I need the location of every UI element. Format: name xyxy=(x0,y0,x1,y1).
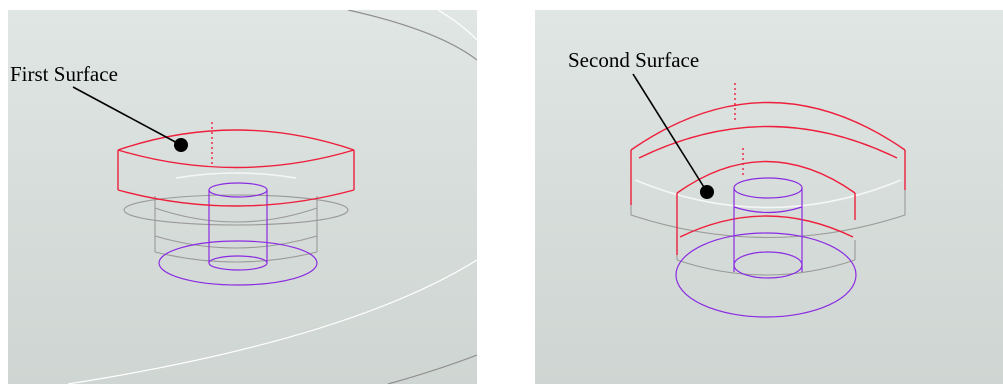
counterbore-body xyxy=(123,194,349,263)
hole-feature xyxy=(158,182,318,286)
first-surface-leader xyxy=(72,86,188,152)
background-edge-white xyxy=(437,10,477,41)
leader-line xyxy=(72,86,182,146)
leader-dot xyxy=(700,185,714,199)
background-edge-gray xyxy=(347,10,477,61)
body-top-ellipse xyxy=(123,194,349,226)
outer-silhouette-edge xyxy=(634,179,902,209)
body-lower-curve xyxy=(154,235,318,249)
counterbore-bottom-curve xyxy=(676,259,856,276)
second-surface-view: Second Surface xyxy=(535,10,1003,384)
surface-top-arc xyxy=(117,129,355,151)
inner-silhouette-edge xyxy=(175,172,297,179)
hole-base-outer-ellipse xyxy=(158,240,318,286)
second-surface-drawing xyxy=(630,73,906,318)
hole-mid-curve xyxy=(733,206,803,214)
first-surface-highlight xyxy=(117,122,355,207)
first-surface-view: First Surface xyxy=(8,10,477,384)
counterbore-floor-arc xyxy=(679,215,854,238)
background-edge-lower-white xyxy=(67,259,477,384)
hole-top-ellipse xyxy=(733,177,803,199)
background-edge-lower-gray xyxy=(387,354,477,384)
body-mid-curve xyxy=(154,207,318,223)
body-bottom-curve xyxy=(154,251,318,263)
leader-line xyxy=(632,73,708,193)
second-surface-leader xyxy=(632,73,714,199)
hole-bottom-ellipse xyxy=(733,251,803,279)
second-surface-highlight xyxy=(630,83,906,255)
hole-base-outer-ellipse xyxy=(675,232,857,318)
outer-inner-arc xyxy=(638,125,898,159)
first-surface-drawing xyxy=(67,10,477,384)
surface-bottom-arc xyxy=(117,189,355,207)
outer-bottom-curve xyxy=(630,214,906,238)
second-surface-label: Second Surface xyxy=(568,48,700,72)
leader-dot xyxy=(174,138,188,152)
hole-bottom-ellipse xyxy=(208,255,268,271)
surface-front-arc xyxy=(117,149,355,169)
first-surface-label: First Surface xyxy=(10,62,118,86)
hole-feature xyxy=(675,177,857,318)
background-model-edges xyxy=(67,10,477,384)
